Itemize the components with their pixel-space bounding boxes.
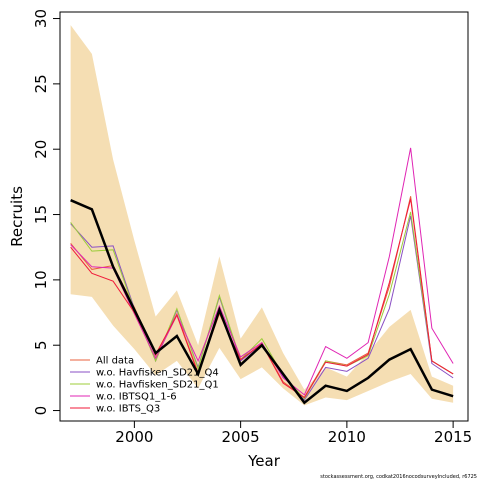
x-axis: 2000 2005 2010 2015 bbox=[115, 421, 472, 446]
legend-label-5: w.o. IBTS_Q3 bbox=[96, 404, 160, 415]
legend-label-1: All data bbox=[96, 356, 134, 367]
y-axis: 0 5 10 15 20 25 30 bbox=[32, 9, 60, 415]
series-line-4 bbox=[70, 147, 454, 396]
x-tick-label: 2015 bbox=[434, 428, 472, 446]
y-tick-label: 25 bbox=[32, 74, 50, 93]
x-tick-label: 2005 bbox=[222, 428, 260, 446]
y-tick-label: 0 bbox=[32, 406, 50, 416]
y-tick-label: 10 bbox=[32, 270, 50, 289]
y-tick-label: 15 bbox=[32, 205, 50, 224]
x-tick-label: 2010 bbox=[328, 428, 366, 446]
confidence-band bbox=[70, 25, 454, 406]
plot-frame bbox=[59, 11, 469, 422]
y-axis-title: Recruits bbox=[8, 186, 26, 247]
x-tick-label: 2000 bbox=[115, 428, 153, 446]
legend-label-3: w.o. Havfisken_SD21_Q1 bbox=[96, 380, 219, 391]
footnote: stockassessment.org, codkat2016nocodsurv… bbox=[320, 474, 477, 480]
main-estimate-line bbox=[70, 199, 454, 405]
main-estimate-layer bbox=[70, 199, 454, 405]
legend-label-4: w.o. IBTSQ1_1-6 bbox=[96, 392, 177, 403]
confidence-band-layer bbox=[70, 25, 454, 406]
y-tick-label: 20 bbox=[32, 140, 50, 159]
y-tick-label: 30 bbox=[32, 9, 50, 28]
x-axis-title: Year bbox=[247, 452, 281, 470]
legend-label-2: w.o. Havfisken_SD21_Q4 bbox=[96, 368, 219, 379]
y-tick-label: 5 bbox=[32, 340, 50, 350]
